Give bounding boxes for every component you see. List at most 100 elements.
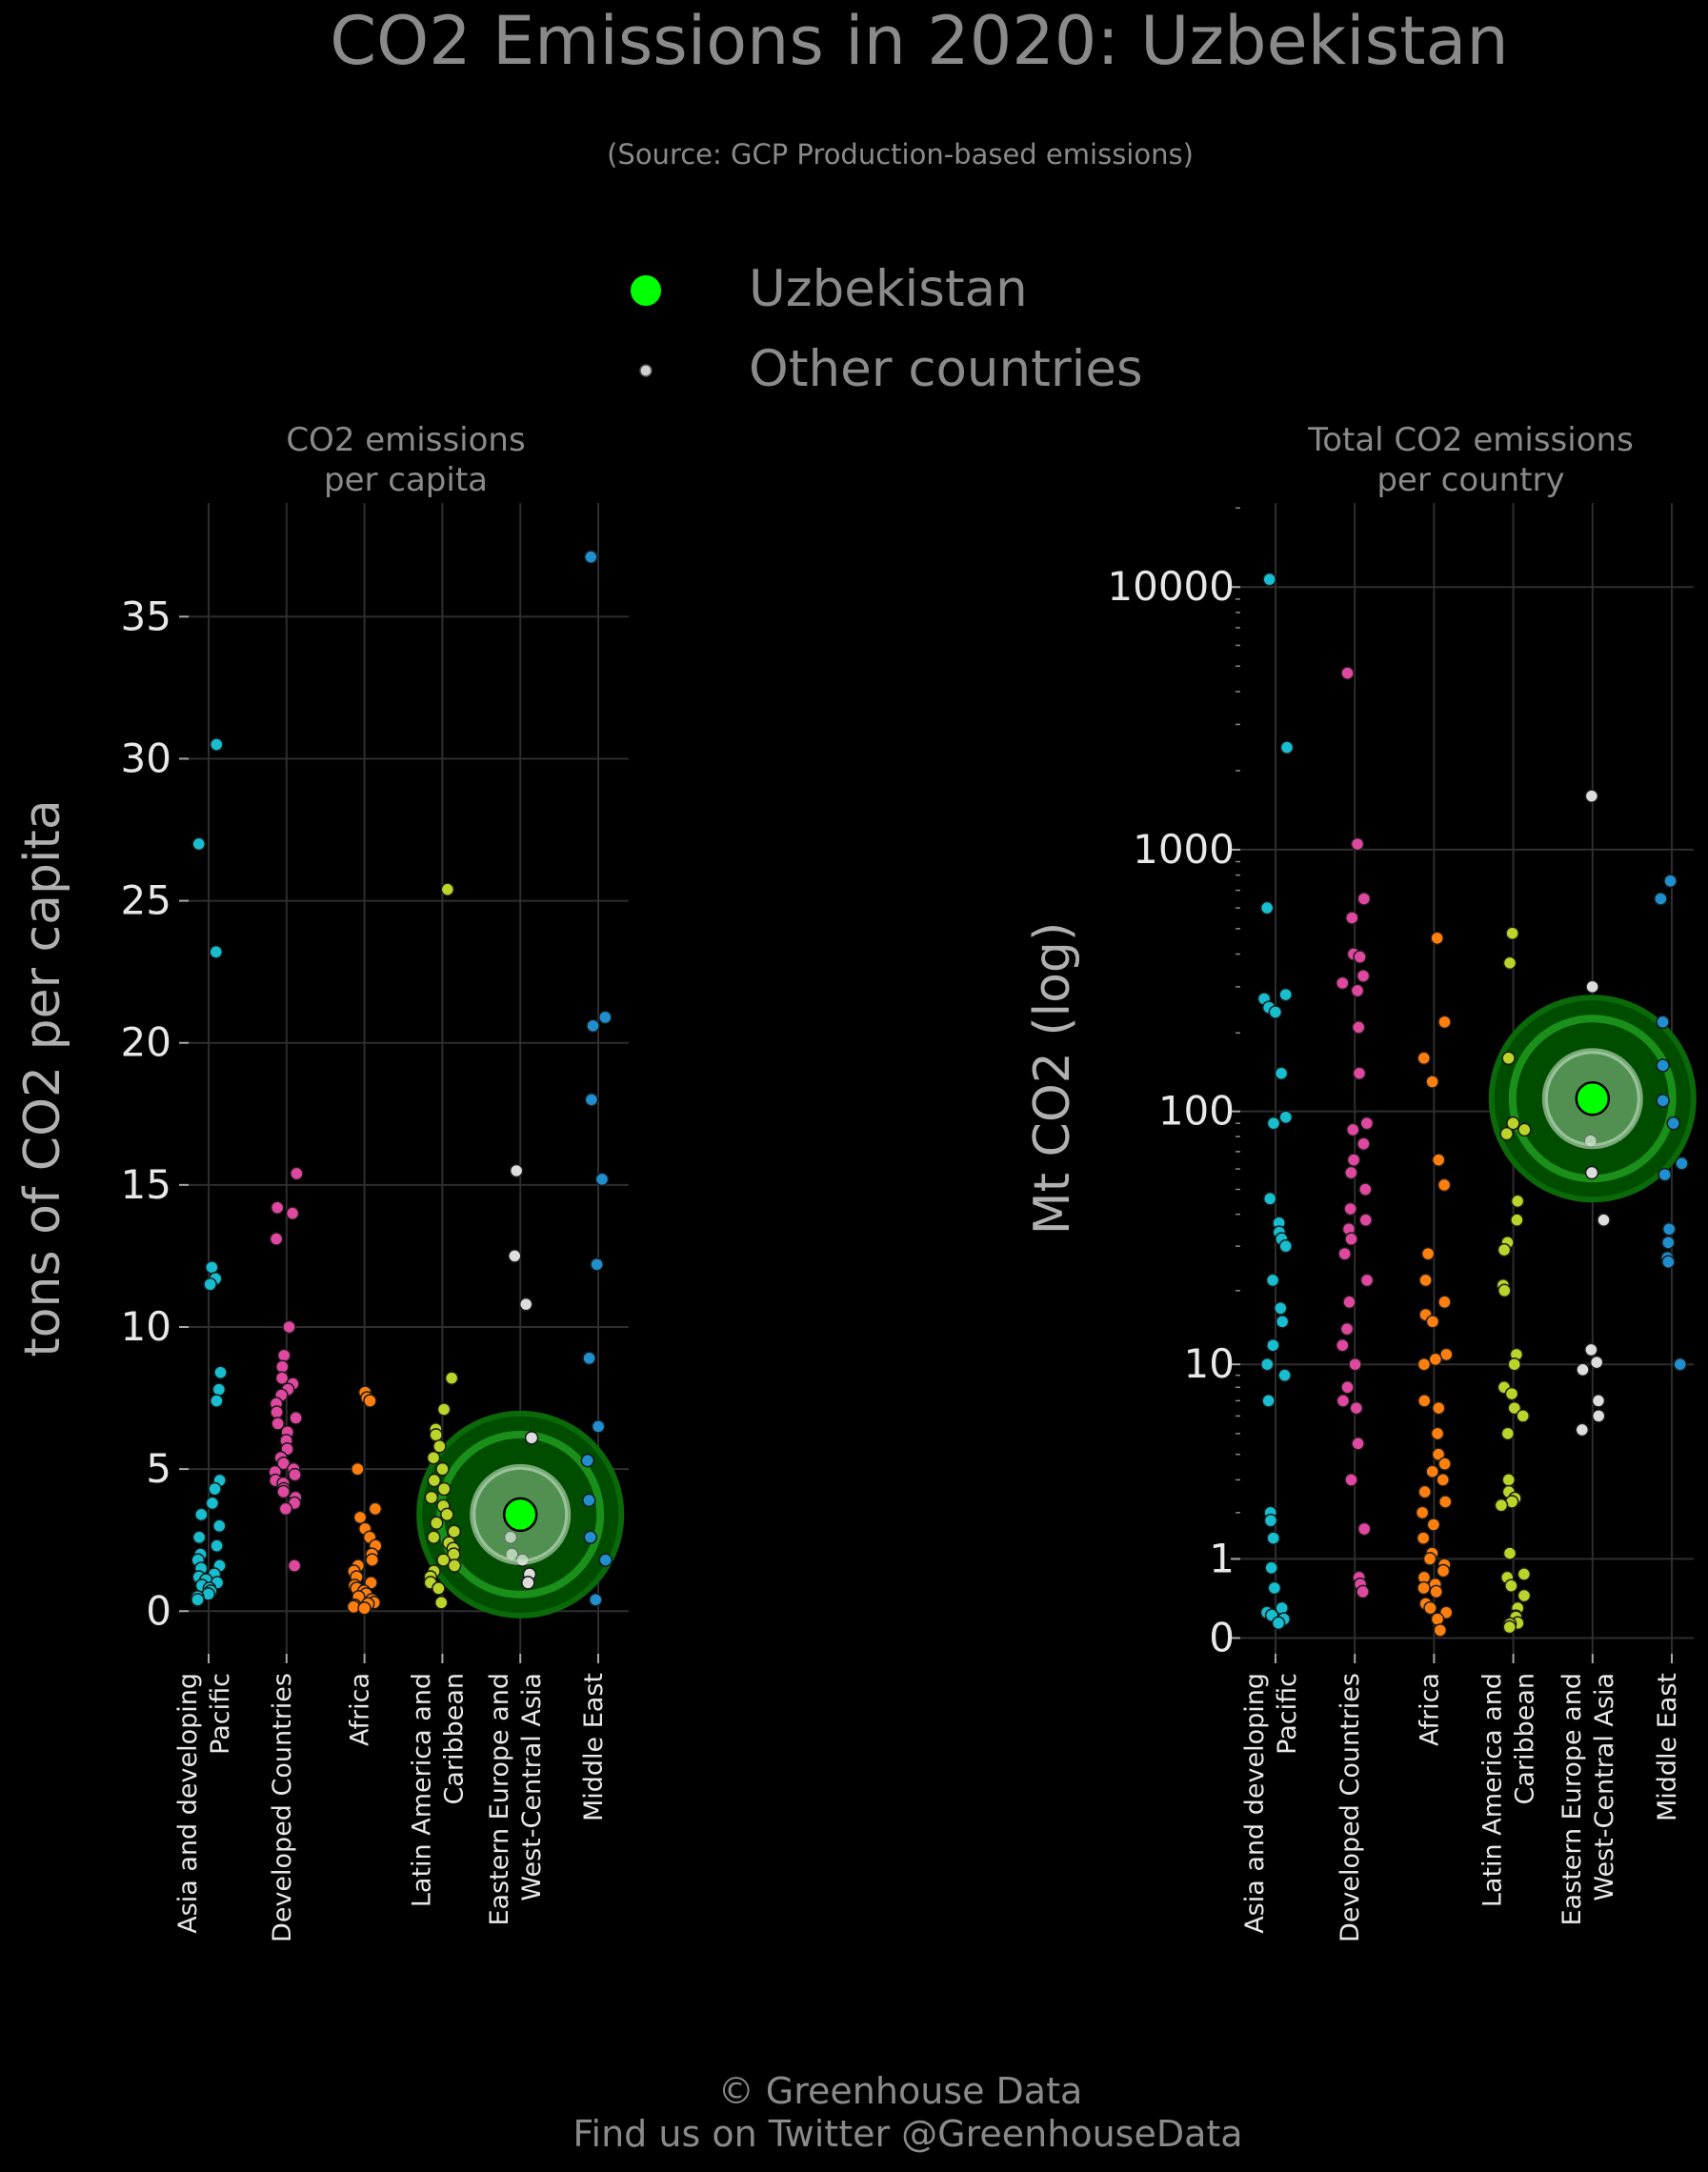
x-tick-label: Latin America and — [407, 1673, 436, 1907]
data-point — [282, 1319, 296, 1335]
data-point — [1356, 1136, 1371, 1151]
data-point — [1654, 892, 1668, 906]
data-point — [1589, 1355, 1604, 1370]
data-point — [427, 1530, 441, 1544]
x-tick-label: Africa — [1415, 1673, 1444, 1746]
data-point — [357, 1601, 372, 1616]
y-tick-label: 30 — [121, 734, 171, 781]
data-point — [521, 1576, 535, 1590]
data-point — [1353, 950, 1367, 964]
data-point — [205, 1496, 220, 1511]
x-tick-label: Latin America and — [1478, 1673, 1508, 1907]
data-point — [1591, 1409, 1606, 1423]
data-point — [436, 1553, 451, 1567]
data-point — [1344, 1473, 1358, 1487]
data-point — [1426, 1518, 1441, 1532]
data-point — [209, 945, 224, 959]
legend-label-uzbekistan: Uzbekistan — [749, 260, 1028, 318]
data-point — [1431, 1447, 1446, 1461]
data-point — [1510, 1194, 1525, 1209]
data-point — [1359, 1273, 1375, 1288]
data-point — [1517, 1588, 1532, 1603]
data-point — [270, 1405, 284, 1419]
data-point — [1345, 911, 1359, 925]
legend-marker-other-countries — [639, 364, 653, 377]
data-point — [509, 1163, 524, 1178]
y-tick-label: 10 — [1184, 1340, 1235, 1387]
data-point — [1656, 1015, 1670, 1030]
data-point — [429, 1428, 443, 1442]
data-point — [1356, 969, 1371, 983]
data-point — [351, 1461, 365, 1477]
data-point — [1356, 892, 1372, 906]
data-point — [1437, 1295, 1452, 1310]
data-point — [591, 1419, 606, 1434]
data-point — [1585, 979, 1599, 995]
x-tick-label: Eastern Europe and — [1557, 1673, 1587, 1926]
data-point — [1344, 1232, 1358, 1246]
data-point — [598, 1553, 613, 1567]
y-tick-label: 5 — [146, 1445, 171, 1492]
legend-marker-uzbekistan — [629, 273, 663, 308]
data-point — [1273, 1300, 1288, 1316]
data-point — [1425, 1464, 1439, 1478]
x-tick-label: Middle East — [1653, 1673, 1682, 1821]
data-point — [1278, 987, 1293, 1002]
data-point — [352, 1510, 368, 1525]
data-point — [1501, 1051, 1516, 1066]
data-point — [1431, 1400, 1446, 1416]
data-point — [1351, 1020, 1366, 1035]
data-point — [1656, 1058, 1670, 1073]
data-point — [1584, 789, 1599, 803]
data-point — [363, 1394, 377, 1408]
data-point — [1661, 1255, 1676, 1269]
data-point — [275, 1359, 290, 1374]
data-point — [1342, 1295, 1356, 1310]
data-point — [580, 1453, 595, 1468]
data-point — [432, 1439, 447, 1454]
data-point — [1429, 1584, 1443, 1599]
x-tick-label: West-Central Asia — [517, 1673, 547, 1901]
panel-title-line: Total CO2 emissions — [1307, 421, 1634, 459]
data-point — [1431, 1153, 1446, 1167]
data-point — [1506, 1116, 1520, 1131]
data-point — [1267, 1580, 1282, 1596]
data-point — [1675, 1156, 1689, 1171]
legend: Uzbekistan Other countries — [629, 260, 1143, 398]
data-point — [205, 1260, 219, 1275]
data-point — [1663, 874, 1678, 889]
data-point — [427, 1473, 442, 1488]
data-point — [1265, 1273, 1280, 1288]
data-point — [1262, 572, 1276, 587]
data-point — [194, 1507, 209, 1522]
x-tick-label: Africa — [346, 1673, 375, 1746]
data-point — [1433, 1623, 1448, 1638]
data-point — [276, 1484, 291, 1499]
panel-title-line: CO2 emissions — [286, 421, 525, 459]
data-point — [1504, 1386, 1519, 1401]
data-point — [1422, 1552, 1437, 1566]
data-point — [1500, 1426, 1516, 1441]
data-point — [368, 1501, 383, 1517]
data-point — [1352, 1066, 1367, 1080]
panel-title-line: per capita — [324, 461, 488, 499]
y-tick-label: 15 — [121, 1161, 171, 1208]
data-point — [1336, 1394, 1351, 1408]
data-point — [278, 1501, 293, 1517]
data-point — [1277, 1368, 1292, 1382]
data-point — [436, 1481, 452, 1497]
data-point — [1437, 1015, 1452, 1030]
data-point — [1356, 1521, 1372, 1537]
data-point — [508, 1249, 522, 1263]
data-point — [589, 1593, 603, 1607]
data-point — [1415, 1505, 1430, 1520]
data-point — [1497, 1242, 1512, 1257]
x-tick-label: West-Central Asia — [1590, 1673, 1619, 1901]
panel-title-line: per country — [1376, 461, 1564, 499]
data-point — [1263, 1192, 1277, 1206]
data-point — [586, 1018, 600, 1034]
data-point — [1417, 1484, 1432, 1499]
data-point — [524, 1431, 539, 1445]
data-point — [1336, 975, 1350, 991]
